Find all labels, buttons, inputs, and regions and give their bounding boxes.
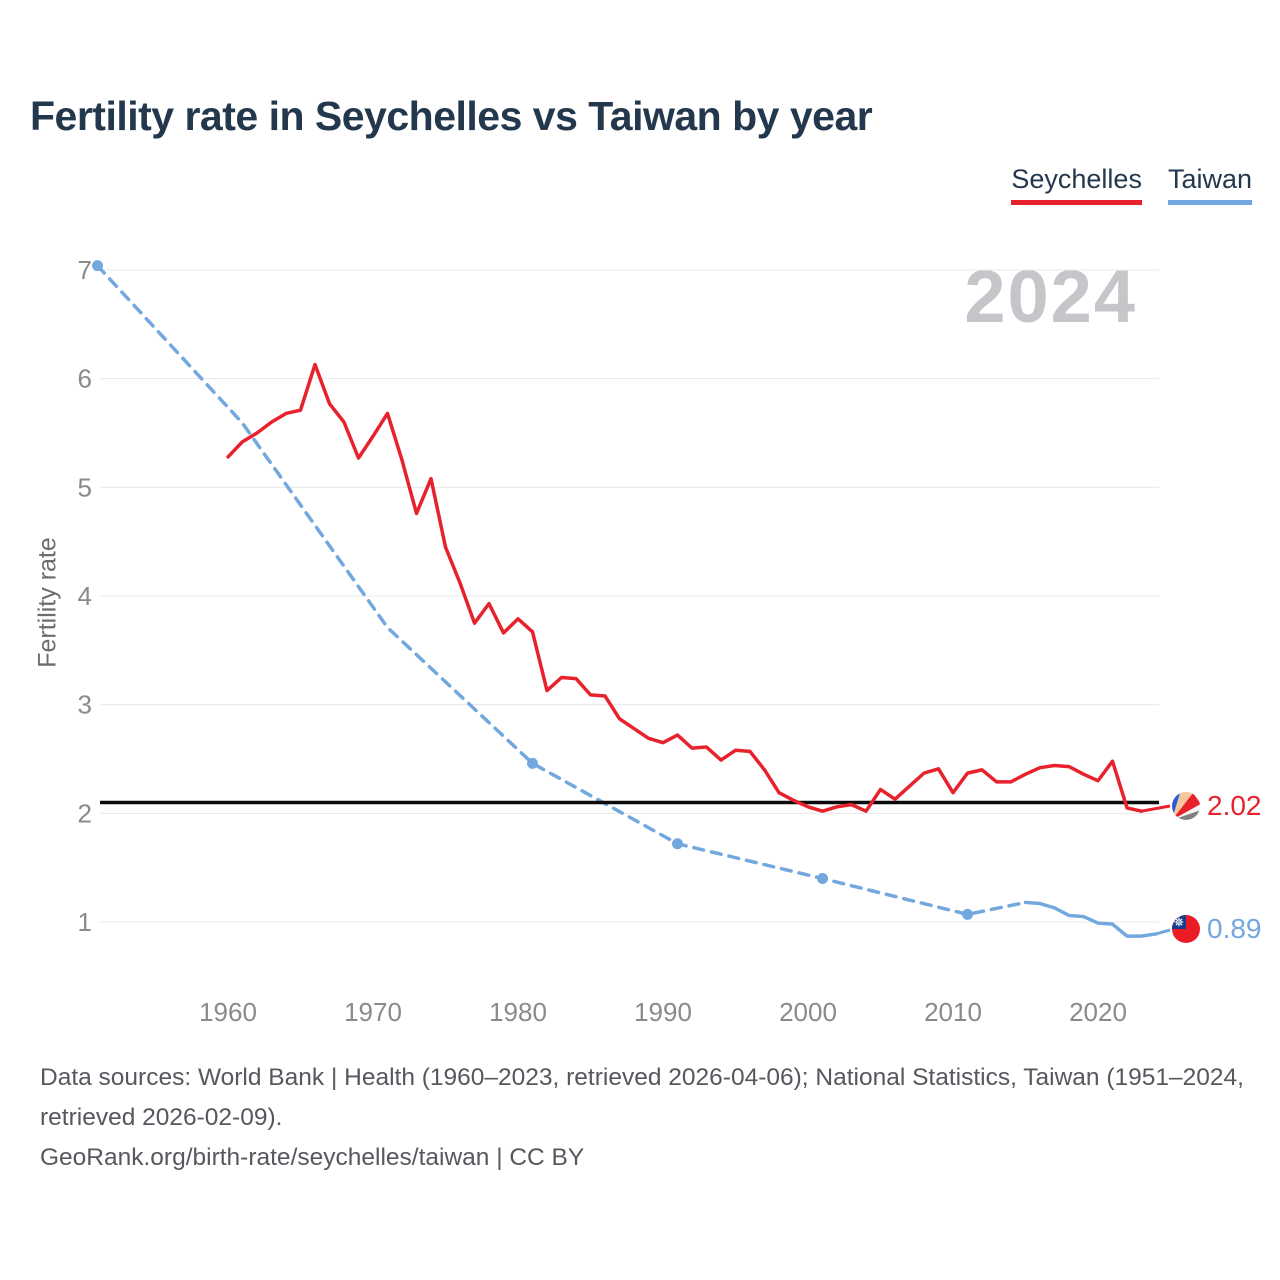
end-label-seychelles: 2.02 <box>1172 792 1262 820</box>
legend-label-seychelles: Seychelles <box>1011 164 1142 194</box>
x-tick-label: 1990 <box>634 997 692 1027</box>
taiwan-flag-icon <box>1172 915 1200 943</box>
legend-item-seychelles[interactable]: Seychelles <box>1011 164 1142 205</box>
y-tick-label: 1 <box>78 907 92 937</box>
x-tick-label: 1980 <box>489 997 547 1027</box>
year-watermark: 2024 <box>964 255 1137 338</box>
legend-label-taiwan: Taiwan <box>1167 164 1252 194</box>
attribution-text: GeoRank.org/birth-rate/seychelles/taiwan… <box>40 1144 585 1171</box>
taiwan-label-connector <box>1155 928 1171 936</box>
seychelles-flag-icon <box>1172 792 1200 820</box>
y-axis-title: Fertility rate <box>33 537 62 668</box>
y-tick-label: 7 <box>78 255 92 285</box>
footer: Data sources: World Bank | Health (1960–… <box>40 1058 1245 1178</box>
taiwan-line-dashed <box>95 263 1028 917</box>
seychelles-line <box>226 362 1144 813</box>
x-tick-label: 2020 <box>1069 997 1127 1027</box>
y-tick-label: 2 <box>78 798 92 828</box>
taiwan-line-solid <box>1023 900 1158 938</box>
x-tick-label: 2010 <box>924 997 982 1027</box>
taiwan-marker <box>92 260 103 272</box>
y-tick-label: 5 <box>78 472 92 502</box>
taiwan-marker <box>817 873 828 885</box>
end-label-taiwan: 0.89 <box>1172 915 1262 943</box>
y-tick-label: 6 <box>78 364 92 394</box>
x-tick-label: 1960 <box>199 997 257 1027</box>
y-tick-label: 3 <box>78 690 92 720</box>
x-tick-label: 2000 <box>779 997 837 1027</box>
legend-color-bar-seychelles <box>1011 200 1142 205</box>
taiwan-marker <box>527 757 538 769</box>
data-sources-text: Data sources: World Bank | Health (1960–… <box>40 1064 1244 1131</box>
taiwan-latest-value: 0.89 <box>1207 913 1262 944</box>
legend: Seychelles Taiwan <box>1011 164 1252 205</box>
taiwan-marker <box>962 908 973 920</box>
y-tick-label: 4 <box>78 581 92 611</box>
seychelles-label-connector <box>1141 804 1171 813</box>
x-tick-label: 1970 <box>344 997 402 1027</box>
taiwan-marker <box>672 838 683 850</box>
page-title: Fertility rate in Seychelles vs Taiwan b… <box>30 93 873 139</box>
seychelles-latest-value: 2.02 <box>1207 790 1262 821</box>
legend-color-bar-taiwan <box>1167 200 1252 205</box>
legend-item-taiwan[interactable]: Taiwan <box>1167 164 1252 205</box>
